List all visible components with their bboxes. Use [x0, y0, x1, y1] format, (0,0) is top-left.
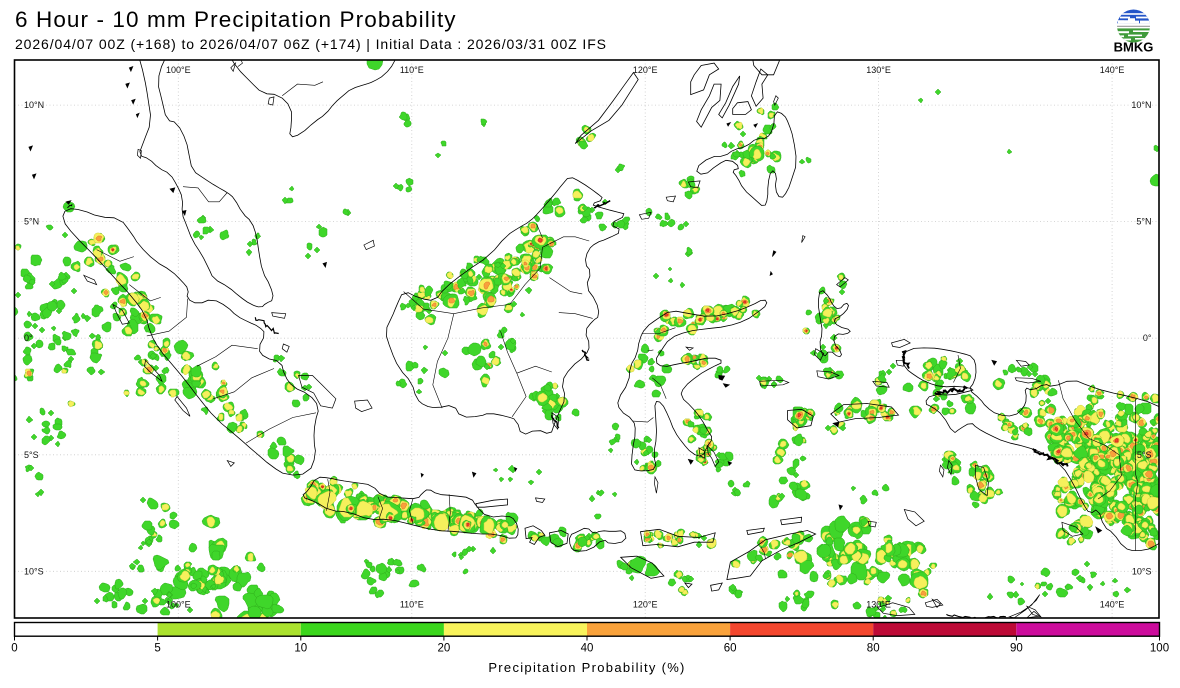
- svg-text:110°E: 110°E: [400, 65, 424, 75]
- svg-text:10°N: 10°N: [1131, 100, 1151, 110]
- svg-text:100°E: 100°E: [166, 600, 191, 610]
- svg-text:130°E: 130°E: [866, 600, 891, 610]
- svg-text:100°E: 100°E: [166, 65, 191, 75]
- svg-text:Precipitation Probability (%): Precipitation Probability (%): [488, 660, 685, 675]
- svg-text:120°E: 120°E: [633, 65, 658, 75]
- svg-text:80: 80: [867, 643, 880, 655]
- svg-text:10°N: 10°N: [24, 100, 44, 110]
- svg-text:10: 10: [294, 643, 307, 655]
- svg-text:140°E: 140°E: [1100, 600, 1125, 610]
- svg-text:10°S: 10°S: [1132, 566, 1152, 576]
- svg-text:5°S: 5°S: [24, 450, 39, 460]
- svg-text:5°N: 5°N: [1136, 217, 1151, 227]
- svg-text:0°: 0°: [1143, 333, 1152, 343]
- svg-text:60: 60: [724, 643, 737, 655]
- svg-text:100: 100: [1150, 643, 1169, 655]
- svg-text:2026/04/07 00Z (+168) to 2026/: 2026/04/07 00Z (+168) to 2026/04/07 06Z …: [15, 36, 607, 52]
- svg-text:0°: 0°: [24, 333, 33, 343]
- svg-text:140°E: 140°E: [1100, 65, 1125, 75]
- svg-text:40: 40: [581, 643, 594, 655]
- svg-text:5: 5: [154, 643, 160, 655]
- svg-text:BMKG: BMKG: [1114, 40, 1154, 55]
- svg-text:20: 20: [438, 643, 451, 655]
- svg-text:110°E: 110°E: [400, 600, 424, 610]
- svg-text:5°N: 5°N: [24, 217, 39, 227]
- svg-text:6 Hour - 10 mm Precipitation P: 6 Hour - 10 mm Precipitation Probability: [15, 7, 457, 32]
- svg-text:90: 90: [1010, 643, 1023, 655]
- svg-text:0: 0: [11, 643, 17, 655]
- svg-text:10°S: 10°S: [24, 566, 44, 576]
- svg-text:120°E: 120°E: [633, 600, 658, 610]
- svg-text:130°E: 130°E: [866, 65, 891, 75]
- svg-text:5°S: 5°S: [1137, 450, 1152, 460]
